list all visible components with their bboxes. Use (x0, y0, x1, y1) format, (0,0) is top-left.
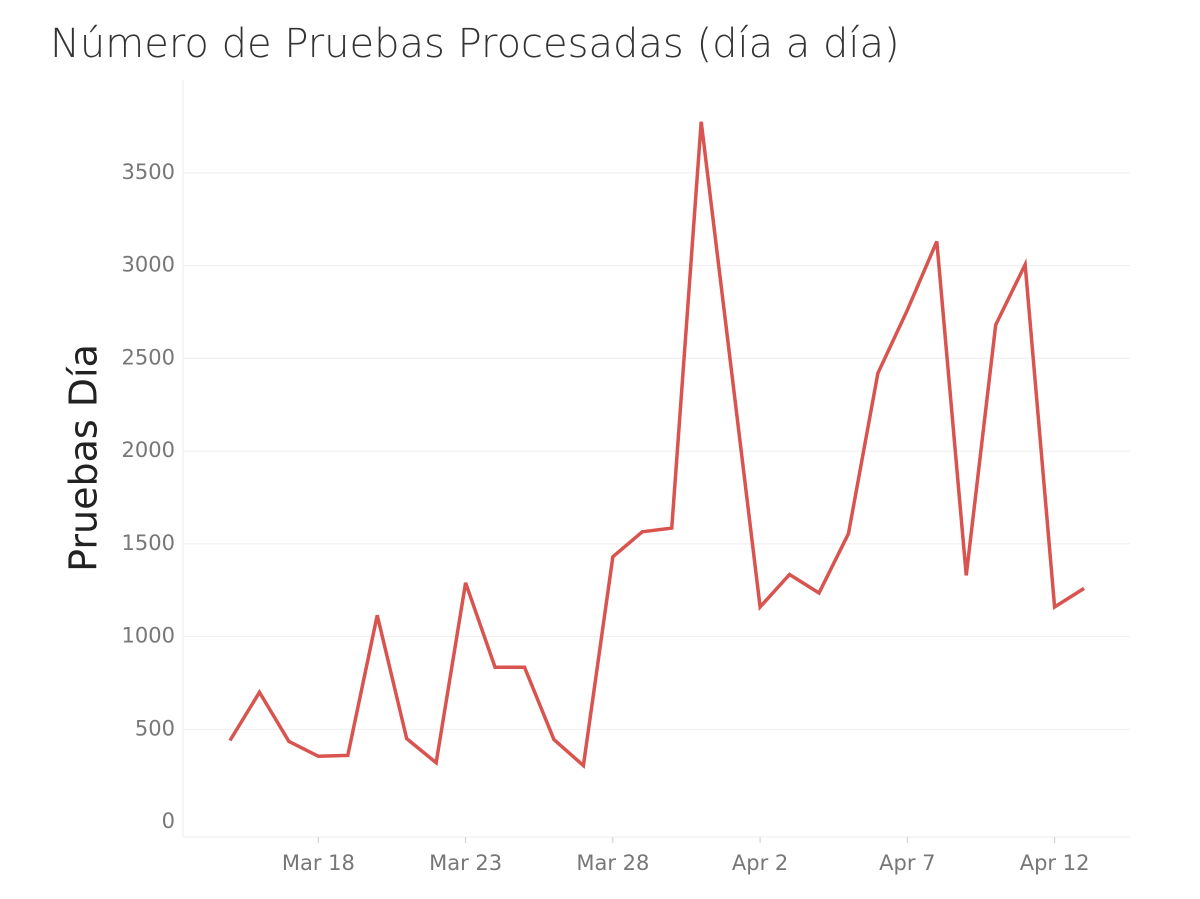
x-tick-label: Mar 18 (282, 851, 355, 875)
y-tick-label: 1000 (122, 624, 175, 648)
x-tick-label: Apr 2 (732, 851, 788, 875)
y-axis-label: Pruebas Día (62, 344, 106, 572)
y-tick-label: 3000 (122, 253, 175, 277)
x-tick-label: Apr 12 (1020, 851, 1090, 875)
y-tick-label: 500 (135, 716, 175, 740)
x-tick-label: Apr 7 (879, 851, 935, 875)
y-tick-label: 1500 (122, 531, 175, 555)
x-tick-label: Mar 28 (576, 851, 649, 875)
y-tick-label: 2000 (122, 438, 175, 462)
line (228, 121, 1085, 770)
y-tick-label: 2500 (122, 345, 175, 369)
y-tick-label: 3500 (122, 160, 175, 184)
chart-title: Número de Pruebas Procesadas (día a día) (50, 21, 900, 67)
x-tick-label: Mar 23 (429, 851, 502, 875)
y-tick-label: 0 (162, 809, 175, 833)
